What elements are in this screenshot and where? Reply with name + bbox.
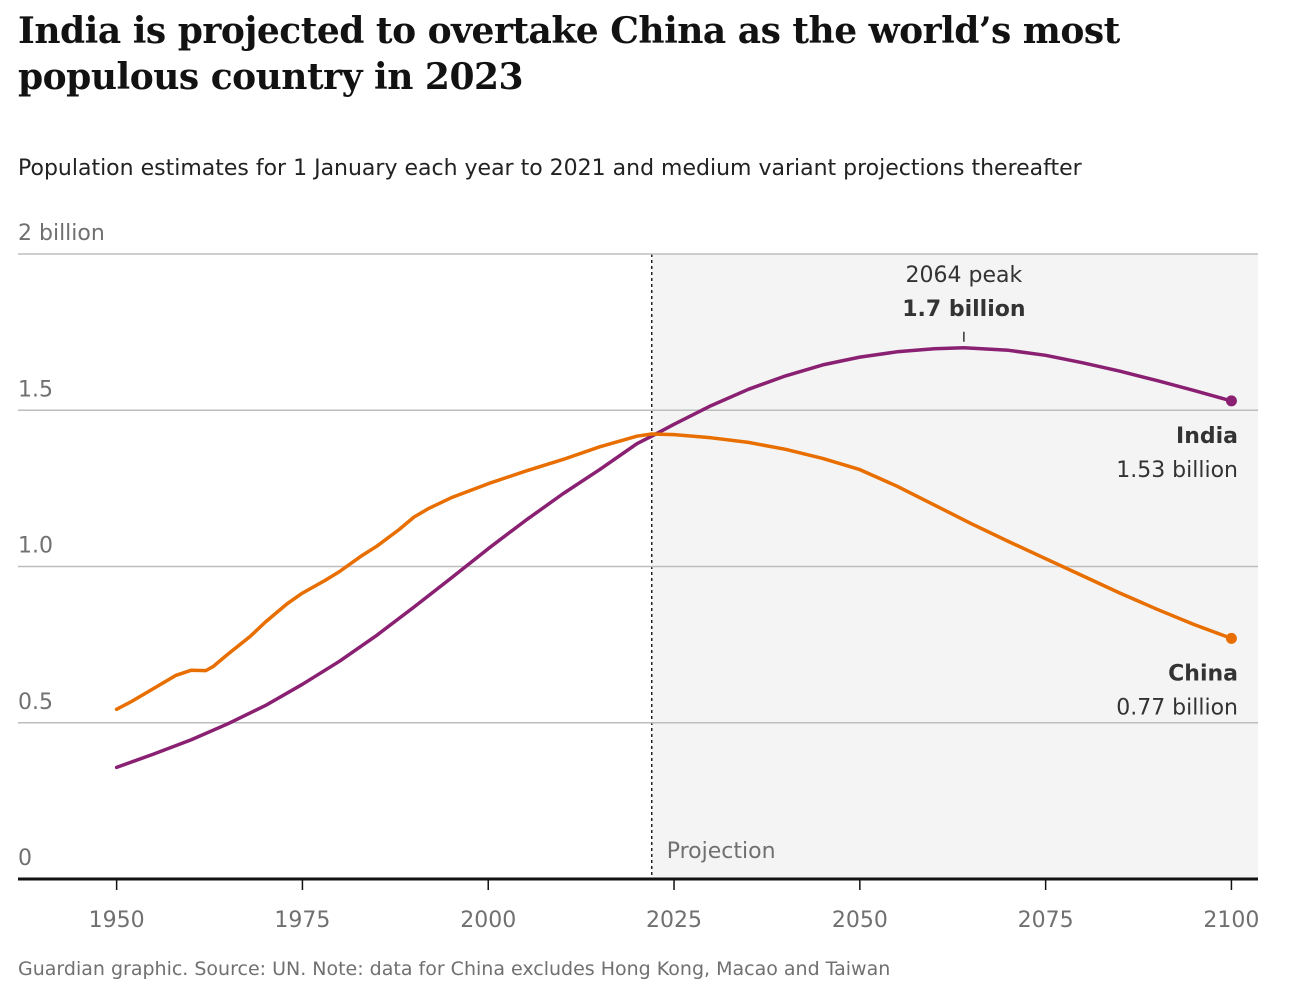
- x-tick-label: 2025: [646, 908, 702, 933]
- annotations: India 1.53 billion China 0.77 billion 2064 p…: [902, 263, 1238, 721]
- gridlines: [18, 253, 1258, 724]
- end-value-china: 0.77 billion: [1116, 695, 1238, 720]
- chart-subtitle: Population estimates for 1 January each …: [18, 156, 1082, 181]
- y-tick-label: 0.5: [18, 690, 53, 715]
- line-chart: Projection 0 0.5 1.0 1.5 2 billion 1950 1975 2…: [18, 221, 1259, 933]
- y-tick-label: 2 billion: [18, 221, 105, 246]
- end-point-china: [1225, 632, 1237, 644]
- peak-value: 1.7 billion: [902, 297, 1025, 322]
- projection-label: Projection: [667, 839, 776, 864]
- series-line-china: [114, 432, 1234, 712]
- x-tick-label: 1975: [274, 908, 330, 933]
- x-tick-label: 2075: [1018, 908, 1074, 933]
- end-point-india: [1225, 395, 1237, 407]
- chart-title: India is projected to overtake China as …: [18, 10, 1120, 98]
- series-lines: [114, 346, 1237, 770]
- peak-label: 2064 peak: [906, 263, 1023, 288]
- end-label-china: China: [1168, 661, 1238, 686]
- end-value-india: 1.53 billion: [1116, 458, 1238, 483]
- y-tick-label: 1.5: [18, 377, 53, 402]
- x-tick-label: 2100: [1203, 908, 1259, 933]
- y-tick-label: 0: [18, 846, 32, 871]
- y-tick-label: 1.0: [18, 534, 53, 559]
- x-tick-label: 2050: [832, 908, 888, 933]
- series-line-india: [114, 346, 1234, 770]
- x-axis: 1950 1975 2000 2025 2050 2075 2100: [18, 877, 1259, 933]
- source-note: Guardian graphic. Source: UN. Note: data…: [18, 958, 891, 980]
- x-tick-label: 1950: [89, 908, 145, 933]
- x-tick-label: 2000: [460, 908, 516, 933]
- y-axis-labels: 0 0.5 1.0 1.5 2 billion: [18, 221, 105, 871]
- end-label-india: India: [1176, 424, 1238, 449]
